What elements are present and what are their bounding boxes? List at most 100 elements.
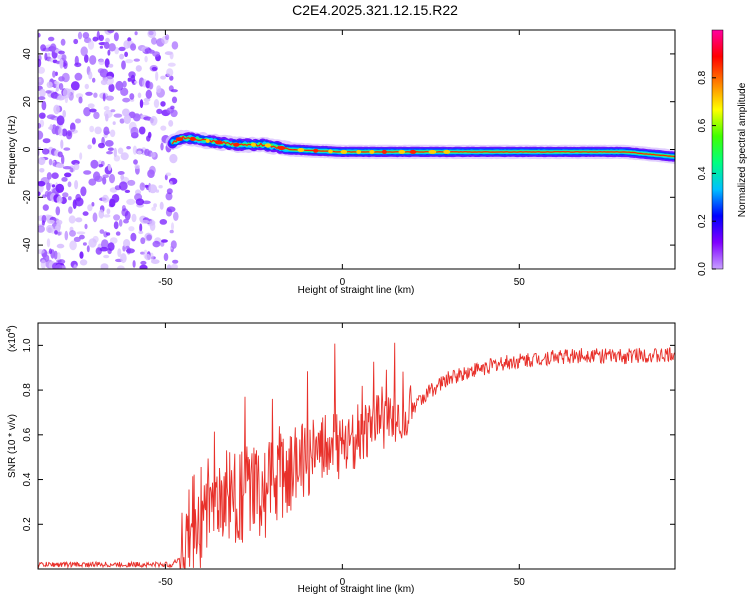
noise-speckle xyxy=(120,253,127,264)
noise-speckle xyxy=(169,153,178,164)
noise-speckle xyxy=(144,253,151,261)
noise-speckle xyxy=(113,113,123,118)
noise-speckle xyxy=(57,151,63,158)
noise-speckle xyxy=(128,226,135,232)
noise-speckle xyxy=(151,259,160,264)
noise-speckle xyxy=(151,37,157,45)
noise-speckle xyxy=(82,242,87,246)
noise-speckle xyxy=(166,68,174,77)
noise-speckle xyxy=(134,80,138,84)
noise-speckle xyxy=(150,252,154,261)
ridge-hotspot xyxy=(205,138,210,143)
noise-speckle xyxy=(134,31,138,36)
noise-speckle xyxy=(105,95,114,101)
noise-speckle xyxy=(92,36,99,42)
noise-speckle xyxy=(38,225,45,233)
noise-speckle xyxy=(104,58,110,68)
noise-speckle xyxy=(125,59,134,64)
noise-speckle xyxy=(109,237,118,244)
noise-speckle xyxy=(122,80,127,88)
noise-speckle xyxy=(170,240,177,249)
noise-speckle xyxy=(104,75,114,86)
noise-speckle xyxy=(87,144,92,150)
noise-speckle xyxy=(91,137,96,145)
noise-speckle xyxy=(79,152,83,160)
noise-speckle xyxy=(101,239,109,250)
noise-speckle xyxy=(103,106,110,111)
noise-speckle xyxy=(64,230,69,241)
noise-speckle xyxy=(153,99,160,108)
colorbar-gradient xyxy=(711,29,724,270)
noise-speckle xyxy=(53,250,58,260)
noise-speckle xyxy=(160,101,166,107)
noise-speckle xyxy=(98,59,105,66)
noise-speckle xyxy=(52,70,56,78)
noise-speckle xyxy=(155,71,159,82)
noise-speckle xyxy=(118,181,128,191)
noise-speckle xyxy=(130,74,136,84)
noise-speckle xyxy=(117,248,122,258)
noise-speckle xyxy=(56,243,65,249)
noise-speckle xyxy=(46,238,51,248)
noise-speckle xyxy=(133,159,138,165)
y-tick-label: 40 xyxy=(22,48,33,60)
noise-speckle xyxy=(85,91,93,96)
noise-speckle xyxy=(56,195,63,204)
noise-speckle xyxy=(87,40,95,50)
noise-speckle xyxy=(168,120,174,127)
noise-speckle xyxy=(97,68,105,74)
signal-ridge-layer xyxy=(165,129,675,164)
noise-speckle xyxy=(110,109,116,113)
noise-speckle xyxy=(103,41,110,50)
noise-speckle xyxy=(140,219,150,224)
noise-speckle xyxy=(112,121,116,125)
noise-speckle xyxy=(63,60,68,69)
noise-speckle xyxy=(38,156,46,166)
noise-speckle xyxy=(84,54,89,63)
noise-speckle xyxy=(115,231,121,236)
noise-speckle xyxy=(151,206,157,211)
noise-speckle xyxy=(70,167,74,173)
noise-speckle xyxy=(127,179,136,186)
noise-speckle xyxy=(135,198,145,206)
noise-speckle xyxy=(79,259,88,266)
noise-speckle xyxy=(103,214,111,218)
noise-speckle xyxy=(117,265,125,269)
snr-y-ticks: 0.2 0.4 0.6 0.8 1.0 xyxy=(22,338,675,531)
noise-speckle xyxy=(48,248,53,254)
noise-speckle xyxy=(89,125,95,133)
snr-y-label: SNR (10 * v/v) xyxy=(7,414,18,478)
noise-speckle xyxy=(41,214,47,223)
noise-speckle xyxy=(68,215,76,224)
spectrogram-y-ticks: -40 -20 0 20 40 xyxy=(22,48,675,252)
noise-speckle xyxy=(143,97,151,102)
noise-speckle xyxy=(119,118,125,124)
noise-speckle xyxy=(137,150,142,155)
noise-speckle xyxy=(118,46,126,52)
noise-speckle xyxy=(42,194,47,198)
ridge-hotspot xyxy=(189,136,196,141)
ridge-band xyxy=(171,135,675,158)
noise-speckle xyxy=(171,41,179,50)
ridge-hotspot xyxy=(381,149,387,154)
snr-x-ticks: -50 0 50 xyxy=(158,323,525,588)
noise-speckle xyxy=(93,171,101,181)
noise-speckle xyxy=(147,30,157,38)
noise-speckle xyxy=(56,252,61,261)
noise-speckle xyxy=(153,203,158,208)
noise-speckle xyxy=(86,245,90,253)
ridge-hotspot xyxy=(443,149,451,154)
noise-speckle xyxy=(124,189,131,193)
noise-speckle xyxy=(170,263,178,269)
noise-speckle xyxy=(54,230,58,235)
colorbar-ticks: 0.0 0.2 0.4 0.6 0.8 xyxy=(697,70,716,276)
noise-speckle xyxy=(102,174,109,178)
noise-speckle xyxy=(134,164,140,169)
noise-speckle xyxy=(130,43,137,51)
colorbar: 0.0 0.2 0.4 0.6 0.8 Normalized spectral ampl… xyxy=(697,29,748,276)
noise-speckle xyxy=(169,229,174,234)
y-tick-label: -20 xyxy=(22,190,33,205)
noise-speckle xyxy=(104,140,114,147)
noise-speckle xyxy=(63,147,71,151)
noise-speckle xyxy=(105,113,109,122)
